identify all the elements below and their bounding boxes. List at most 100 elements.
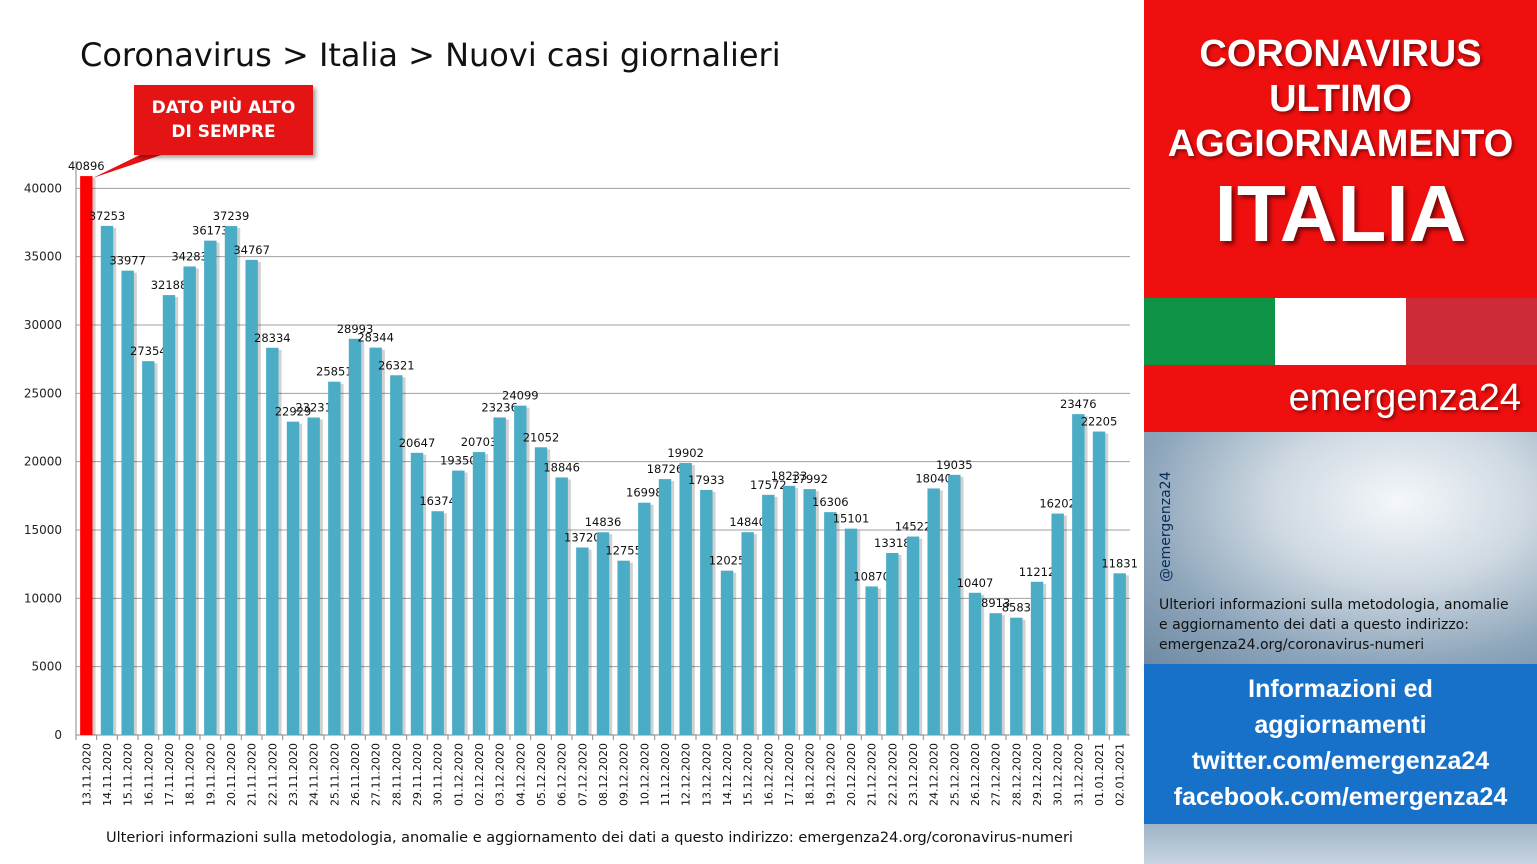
x-tick-label: 31.12.2020 — [1072, 743, 1085, 806]
page-title: Coronavirus > Italia > Nuovi casi giorna… — [80, 36, 781, 74]
bar — [989, 613, 1002, 735]
data-label: 8583 — [1002, 601, 1031, 615]
data-label: 18846 — [543, 460, 580, 474]
bar — [844, 528, 858, 735]
x-tick-label: 27.11.2020 — [370, 743, 383, 806]
x-tick-label: 13.11.2020 — [80, 743, 93, 806]
x-tick-label: 05.12.2020 — [535, 743, 548, 806]
bar — [762, 494, 775, 735]
bar — [1010, 617, 1023, 735]
x-tick-label: 28.11.2020 — [390, 743, 403, 806]
x-tick-label: 09.12.2020 — [618, 743, 631, 806]
data-label: 13318 — [874, 536, 911, 550]
data-label: 22205 — [1081, 415, 1118, 429]
bar — [596, 532, 610, 735]
y-tick-label: 5000 — [31, 660, 62, 674]
data-label: 16374 — [419, 494, 456, 508]
x-tick-label: 18.11.2020 — [184, 743, 197, 806]
data-label: 34283 — [171, 249, 208, 263]
bar — [100, 225, 114, 735]
x-tick-label: 04.12.2020 — [514, 743, 527, 806]
x-tick-label: 13.12.2020 — [700, 743, 713, 806]
data-label: 33977 — [109, 254, 146, 268]
x-tick-label: 07.12.2020 — [576, 743, 589, 806]
x-tick-label: 03.12.2020 — [494, 743, 507, 806]
x-tick-label: 19.11.2020 — [204, 743, 217, 806]
y-tick-label: 25000 — [24, 386, 62, 400]
flag-white-stripe — [1275, 298, 1406, 365]
bar — [307, 417, 320, 735]
bar — [679, 463, 692, 735]
bar — [369, 347, 382, 735]
facebook-link[interactable]: facebook.com/emergenza24 — [1173, 783, 1508, 811]
bar — [452, 470, 465, 735]
data-label: 40896 — [68, 159, 105, 173]
bar — [906, 536, 920, 735]
record-callout: DATO PIÙ ALTO DI SEMPRE — [134, 85, 313, 155]
bar — [948, 474, 961, 735]
bar — [803, 489, 816, 735]
data-label: 26321 — [378, 358, 415, 372]
x-tick-label: 08.12.2020 — [597, 743, 610, 806]
bar — [514, 405, 527, 735]
data-label: 37253 — [89, 209, 126, 223]
bar — [741, 532, 754, 735]
x-tick-label: 16.12.2020 — [762, 743, 775, 806]
data-label: 28993 — [337, 322, 374, 336]
data-label: 14522 — [895, 520, 932, 534]
data-label: 12755 — [605, 544, 642, 558]
data-label: 11831 — [1101, 556, 1138, 570]
data-label: 32188 — [151, 278, 188, 292]
bar — [824, 512, 837, 735]
x-tick-label: 16.11.2020 — [142, 743, 155, 806]
x-tick-label: 15.11.2020 — [122, 743, 135, 806]
headline-line-1: CORONAVIRUS — [1199, 33, 1482, 75]
callout-line-2: DI SEMPRE — [171, 122, 276, 142]
bar — [865, 586, 878, 735]
bar — [328, 381, 341, 735]
x-tick-label: 10.12.2020 — [638, 743, 651, 806]
data-label: 18726 — [647, 462, 684, 476]
data-label: 17933 — [688, 473, 725, 487]
data-label: 21052 — [523, 430, 560, 444]
x-tick-label: 06.12.2020 — [556, 743, 569, 806]
footnote: Ulteriori informazioni sulla metodologia… — [106, 830, 1073, 846]
data-label: 8913 — [981, 596, 1010, 610]
bar — [1051, 513, 1064, 735]
x-tick-label: 02.01.2021 — [1114, 743, 1127, 806]
bar — [1072, 414, 1085, 735]
brand-name: emergenza24 — [1288, 377, 1521, 419]
brand-bar: emergenza24 — [1144, 365, 1537, 432]
bar — [348, 338, 362, 735]
bar — [1092, 431, 1106, 735]
italian-flag — [1144, 298, 1537, 365]
bar — [638, 502, 651, 735]
data-label: 24099 — [502, 389, 539, 403]
bar — [162, 295, 176, 735]
data-label: 13720 — [564, 530, 601, 544]
links-line-2: aggiornamenti — [1254, 711, 1427, 739]
x-tick-label: 18.12.2020 — [804, 743, 817, 806]
x-tick-label: 26.12.2020 — [969, 743, 982, 806]
flag-green-stripe — [1144, 298, 1275, 365]
data-label: 12025 — [709, 554, 746, 568]
y-tick-label: 0 — [54, 728, 62, 742]
x-tick-label: 28.12.2020 — [1010, 743, 1023, 806]
bar — [431, 511, 444, 735]
bar — [968, 592, 982, 735]
x-tick-label: 22.11.2020 — [266, 743, 279, 806]
x-tick-label: 22.12.2020 — [886, 743, 899, 806]
callout-pointer — [92, 150, 176, 179]
social-links-panel: Informazioni ed aggiornamenti twitter.co… — [1144, 664, 1537, 824]
bar — [493, 417, 506, 735]
x-tick-label: 15.12.2020 — [742, 743, 755, 806]
x-tick-label: 17.11.2020 — [163, 743, 176, 806]
y-tick-label: 40000 — [24, 181, 62, 195]
x-tick-label: 01.01.2021 — [1093, 743, 1106, 806]
x-tick-label: 23.12.2020 — [907, 743, 920, 806]
twitter-link[interactable]: twitter.com/emergenza24 — [1191, 747, 1490, 775]
callout-line-1: DATO PIÙ ALTO — [151, 98, 296, 118]
chart-area: Coronavirus > Italia > Nuovi casi giorna… — [23, 36, 1138, 846]
data-label: 10407 — [957, 576, 994, 590]
data-label: 16306 — [812, 495, 849, 509]
